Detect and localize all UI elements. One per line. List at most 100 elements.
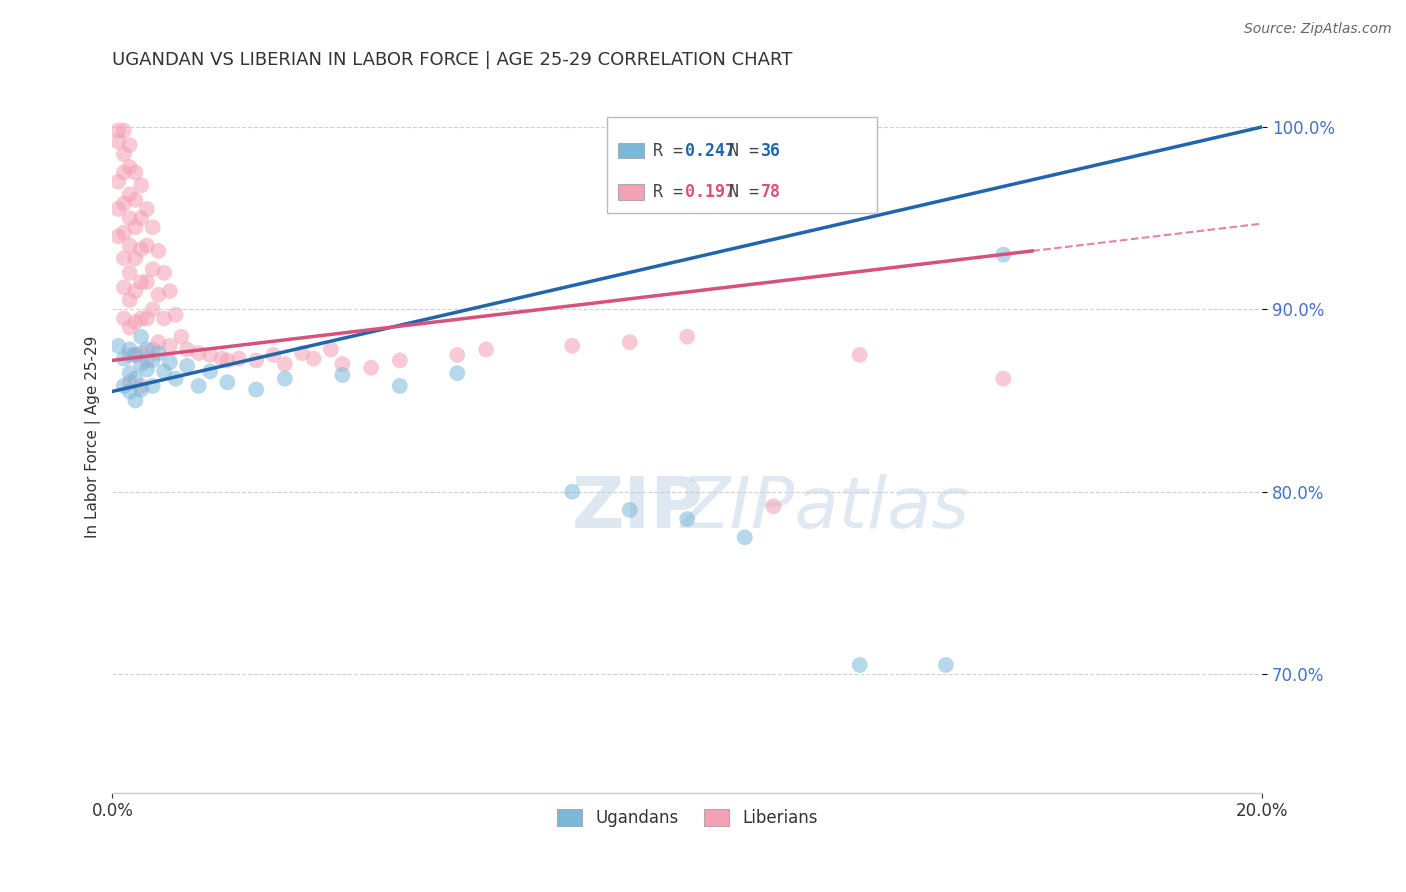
Point [135, 311, 157, 326]
Point [148, 346, 170, 360]
Point [561, 484, 583, 499]
Point [129, 329, 152, 343]
FancyBboxPatch shape [607, 117, 877, 213]
Point [159, 339, 181, 353]
Point [198, 348, 221, 362]
Point [262, 348, 284, 362]
Point [118, 384, 141, 399]
Point [112, 311, 135, 326]
Point [187, 379, 209, 393]
Text: 78: 78 [761, 183, 780, 201]
FancyBboxPatch shape [619, 184, 644, 200]
Point [124, 165, 146, 179]
Text: ZIP: ZIP [572, 474, 704, 542]
Point [135, 275, 157, 289]
Point [118, 160, 141, 174]
Point [360, 360, 382, 375]
Point [118, 266, 141, 280]
Point [124, 315, 146, 329]
Point [291, 346, 314, 360]
Point [124, 348, 146, 362]
Point [124, 284, 146, 298]
Point [118, 366, 141, 380]
Point [993, 371, 1015, 385]
Point [148, 335, 170, 350]
Point [388, 353, 411, 368]
Point [135, 353, 157, 368]
Point [153, 311, 176, 326]
Point [118, 238, 141, 252]
Text: Source: ZipAtlas.com: Source: ZipAtlas.com [1244, 22, 1392, 37]
Point [118, 187, 141, 202]
Point [124, 220, 146, 235]
Point [129, 311, 152, 326]
Point [112, 252, 135, 266]
Point [198, 364, 221, 378]
Point [107, 135, 129, 149]
Point [124, 393, 146, 408]
FancyBboxPatch shape [619, 143, 644, 159]
Text: R =: R = [652, 183, 703, 201]
Point [170, 329, 193, 343]
Point [118, 320, 141, 334]
Point [129, 357, 152, 371]
Point [129, 211, 152, 226]
Point [676, 329, 699, 343]
Point [159, 355, 181, 369]
Text: 0.247: 0.247 [685, 142, 735, 160]
Point [135, 238, 157, 252]
Point [848, 348, 870, 362]
Text: R =: R = [652, 142, 693, 160]
Text: ZIPatlas: ZIPatlas [681, 474, 970, 542]
Point [124, 193, 146, 207]
Point [135, 343, 157, 357]
Point [388, 379, 411, 393]
Point [142, 379, 165, 393]
Point [142, 353, 165, 368]
Point [142, 302, 165, 317]
Point [245, 353, 267, 368]
Point [118, 293, 141, 308]
Point [302, 351, 325, 366]
Point [112, 379, 135, 393]
Point [153, 364, 176, 378]
Point [129, 383, 152, 397]
Point [107, 229, 129, 244]
Point [935, 657, 957, 672]
Point [107, 202, 129, 216]
Legend: Ugandans, Liberians: Ugandans, Liberians [550, 803, 824, 834]
Point [118, 138, 141, 153]
Point [129, 275, 152, 289]
Point [619, 335, 641, 350]
Point [159, 284, 181, 298]
Point [475, 343, 498, 357]
Point [561, 339, 583, 353]
Point [129, 346, 152, 360]
Point [993, 247, 1015, 261]
Point [245, 383, 267, 397]
Point [274, 371, 297, 385]
Point [124, 348, 146, 362]
Point [118, 211, 141, 226]
Point [217, 376, 239, 390]
Point [112, 165, 135, 179]
Point [211, 351, 233, 366]
Text: UGANDAN VS LIBERIAN IN LABOR FORCE | AGE 25-29 CORRELATION CHART: UGANDAN VS LIBERIAN IN LABOR FORCE | AGE… [112, 51, 793, 69]
Point [142, 262, 165, 277]
Point [165, 308, 187, 322]
Point [165, 371, 187, 385]
Text: 36: 36 [761, 142, 780, 160]
Point [176, 359, 198, 373]
Point [142, 220, 165, 235]
Point [118, 376, 141, 390]
Point [112, 147, 135, 161]
Point [112, 226, 135, 240]
Text: N =: N = [728, 183, 769, 201]
Point [274, 357, 297, 371]
Point [330, 368, 353, 382]
Point [148, 287, 170, 301]
Y-axis label: In Labor Force | Age 25-29: In Labor Force | Age 25-29 [86, 335, 101, 538]
Point [135, 362, 157, 376]
Point [124, 252, 146, 266]
Point [176, 343, 198, 357]
